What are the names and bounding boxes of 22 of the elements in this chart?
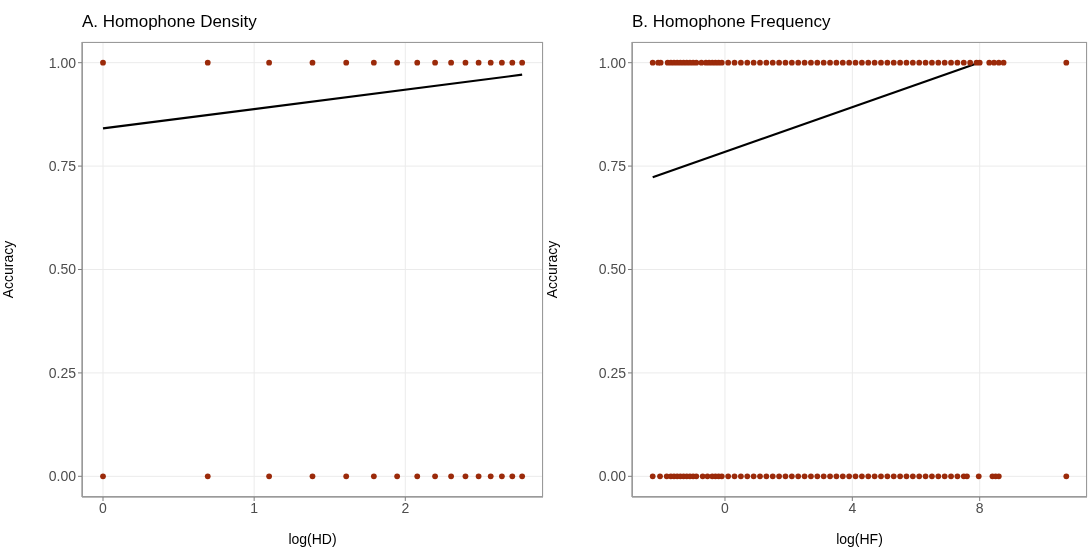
x-tick-label: 8 xyxy=(975,499,984,516)
y-tick-label: 0.25 xyxy=(48,364,77,381)
y-axis-title: Accuracy xyxy=(543,240,560,299)
y-tick-label: 0.50 xyxy=(598,261,627,278)
x-axis-title: log(HD) xyxy=(288,531,337,547)
chart-title: A. Homophone Density xyxy=(82,12,257,32)
x-tick-label: 1 xyxy=(250,499,259,516)
y-tick-label: 0.00 xyxy=(48,468,77,485)
x-tick-label: 0 xyxy=(721,499,730,516)
y-tick-label: 0.25 xyxy=(598,364,627,381)
x-tick-label: 0 xyxy=(99,499,108,516)
y-axis-title: Accuracy xyxy=(0,240,16,299)
y-tick-label: 0.75 xyxy=(48,158,77,175)
y-tick-label: 0.75 xyxy=(598,158,627,175)
x-axis-title: log(HF) xyxy=(836,531,883,547)
y-tick-label: 1.00 xyxy=(598,54,627,71)
y-tick-label: 1.00 xyxy=(48,54,77,71)
chart-title: B. Homophone Frequency xyxy=(632,12,831,32)
x-tick-label: 2 xyxy=(401,499,410,516)
x-tick-label: 4 xyxy=(848,499,857,516)
y-tick-label: 0.00 xyxy=(598,468,627,485)
y-tick-label: 0.50 xyxy=(48,261,77,278)
